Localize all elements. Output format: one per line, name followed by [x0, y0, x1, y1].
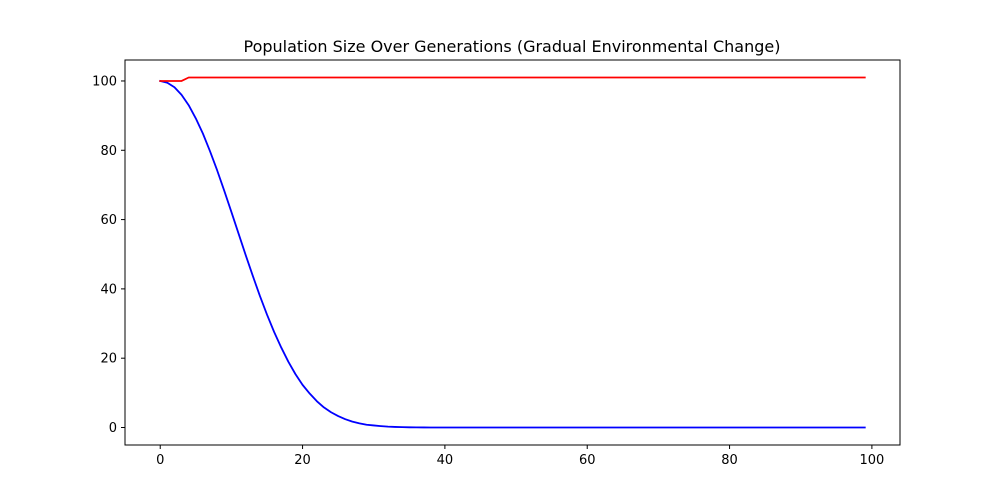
x-axis: 0 20 40 60 80 100: [156, 445, 884, 468]
chart-title: Population Size Over Generations (Gradua…: [244, 37, 781, 56]
x-tick-label: 40: [437, 453, 454, 468]
y-tick-label: 100: [92, 74, 117, 89]
series-line-2: [159, 76, 866, 82]
x-tick-label: 100: [859, 453, 884, 468]
x-tick-label: 20: [294, 453, 311, 468]
series-layer: [159, 76, 866, 429]
y-axis: 0 20 40 60 80 100: [92, 74, 125, 436]
plot-frame: [124, 59, 901, 446]
y-tick-label: 20: [100, 352, 117, 367]
y-tick-label: 60: [100, 213, 117, 228]
y-tick-label: 40: [100, 282, 117, 297]
x-tick-label: 80: [721, 453, 738, 468]
x-tick-label: 0: [156, 453, 164, 468]
series-line-1: [159, 79, 866, 429]
y-tick-label: 0: [109, 421, 117, 436]
x-tick-label: 60: [579, 453, 596, 468]
y-tick-label: 80: [100, 144, 117, 159]
